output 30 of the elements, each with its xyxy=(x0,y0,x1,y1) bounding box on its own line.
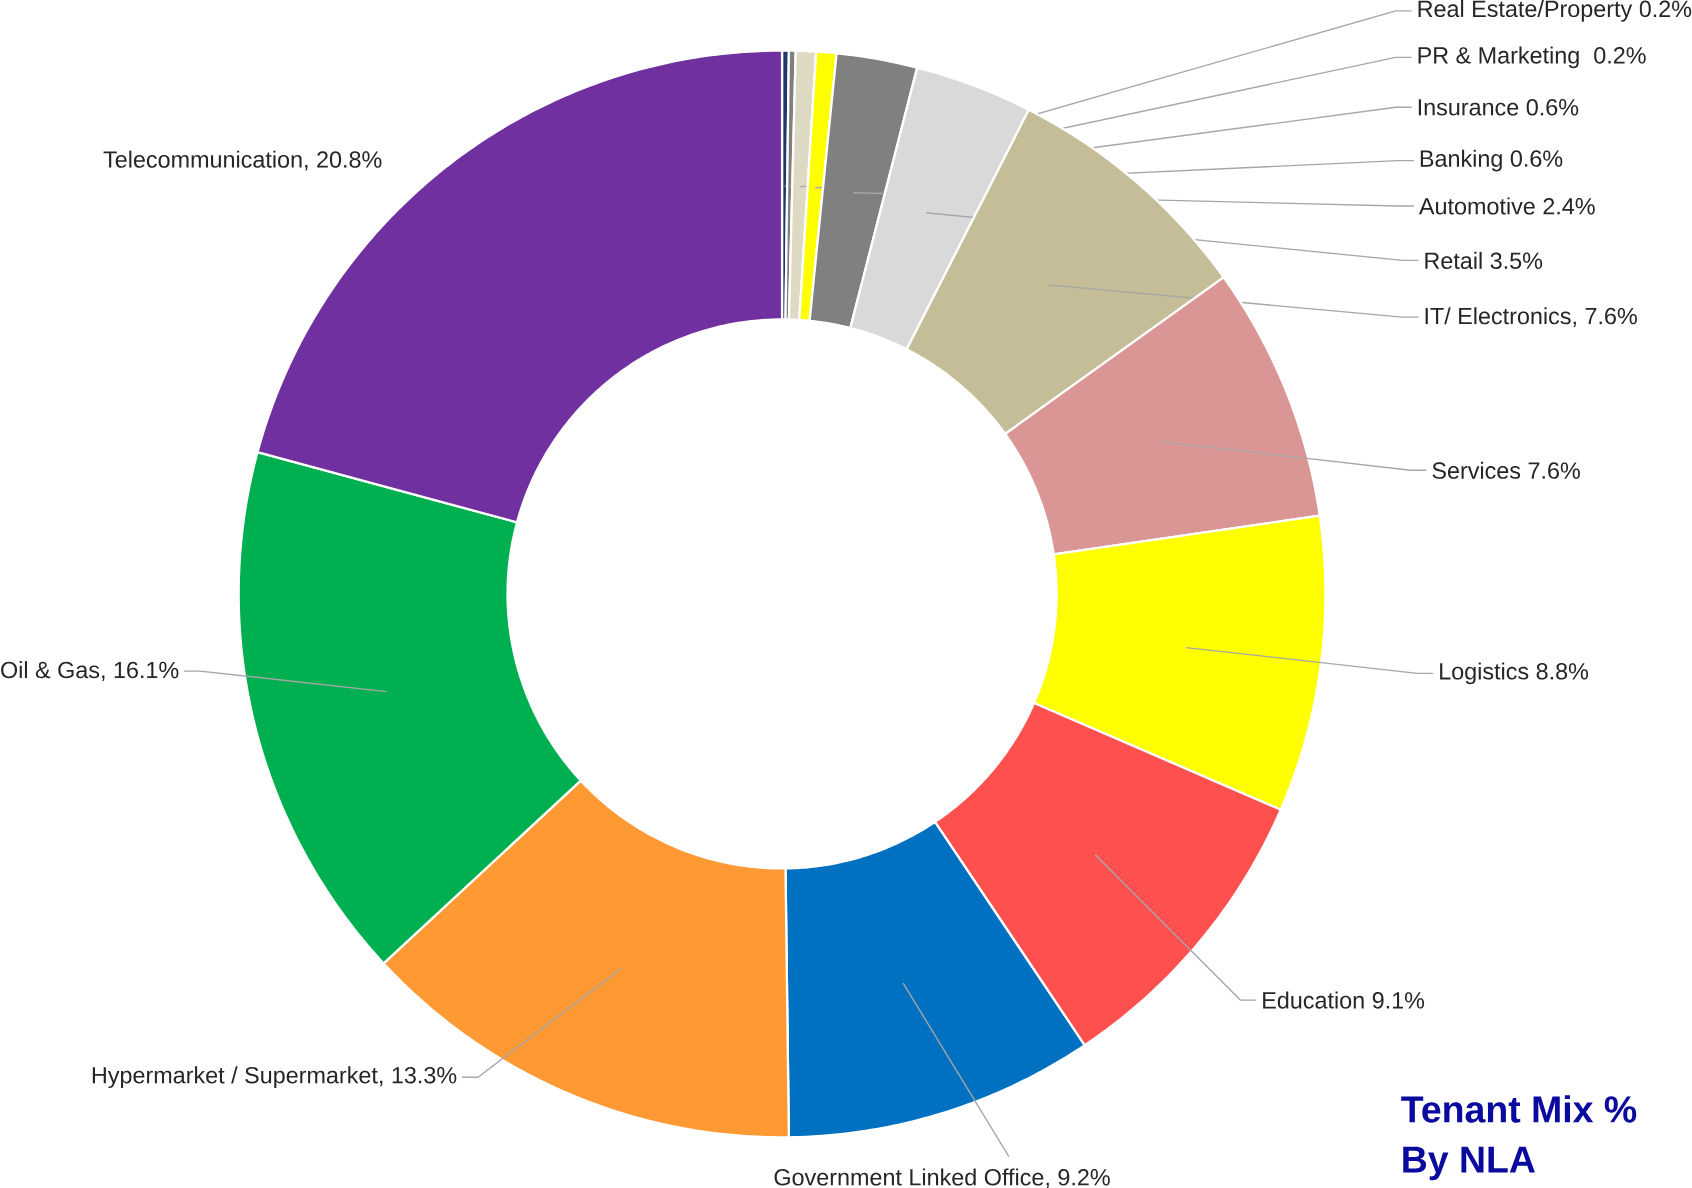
slice-label: Retail xyxy=(1425,251,1482,269)
text: Tenant Mix % xyxy=(1401,1095,1637,1123)
slice-label: Logistics xyxy=(1440,662,1529,685)
slice-label: Automotive xyxy=(1418,197,1535,215)
data-label: , 16.1% xyxy=(102,661,179,681)
data-label: , 13.3% xyxy=(380,1066,457,1087)
slice-label: IT/ Electronics xyxy=(1425,307,1571,325)
slice-label: Telecommunication xyxy=(103,150,302,168)
data-label: 8.8% xyxy=(1536,662,1589,680)
data-label: 0.2% xyxy=(1639,0,1692,17)
slice-label: Services xyxy=(1432,461,1521,479)
text: By NLA xyxy=(1403,1146,1535,1181)
slice-label: Education xyxy=(1263,991,1364,1009)
data-label: 2.4% xyxy=(1543,197,1595,215)
slice-label: Government Linked Office xyxy=(774,1168,1044,1186)
slice-label: PR & Marketing xyxy=(1418,46,1579,69)
data-label: 0.2% xyxy=(1594,46,1646,64)
data-label: , 7.6% xyxy=(1573,307,1637,327)
slice-label: Hypermarket / Supermarket xyxy=(92,1066,378,1088)
data-label: 0.6% xyxy=(1510,150,1563,167)
data-label: 0.6% xyxy=(1526,98,1579,116)
data-label: , 20.8% xyxy=(305,151,382,171)
slice-label: Insurance xyxy=(1418,99,1519,116)
data-label: 7.6% xyxy=(1528,462,1580,479)
data-label: , 9.2% xyxy=(1046,1168,1110,1188)
slice-label: Real Estate/Property xyxy=(1418,0,1633,22)
slice-label: Banking xyxy=(1420,149,1502,172)
data-label: 9.1% xyxy=(1372,991,1425,1009)
slice-label: Oil & Gas xyxy=(1,660,100,679)
data-label: 3.5% xyxy=(1490,252,1543,269)
